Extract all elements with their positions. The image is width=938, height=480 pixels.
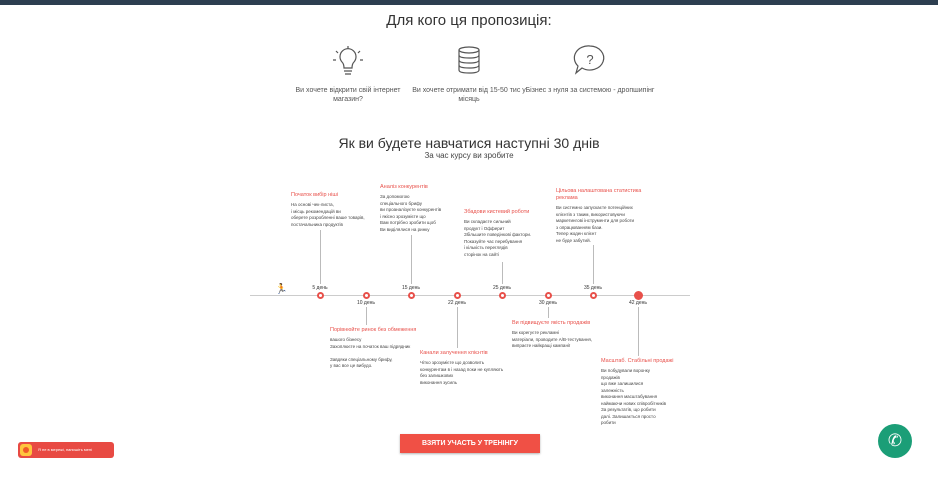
milestone-connector xyxy=(411,235,412,284)
timeline-marker xyxy=(362,292,370,299)
join-training-button[interactable]: ВЗЯТИ УЧАСТЬ У ТРЕНІНГУ xyxy=(400,434,540,453)
milestone-title: Збадови кистевий роботи xyxy=(464,209,530,215)
milestone-title: Ви підвищуєте якість продажів xyxy=(512,320,591,326)
timeline-marker xyxy=(316,292,324,299)
milestone-card: Аналіз конкурентів За допомогою спеціальн… xyxy=(380,184,475,233)
day-label: 10 день xyxy=(356,300,375,306)
milestone-title: Масштаб. Стабільні продажі xyxy=(601,358,674,364)
milestone-card: Цільова налаштована статистика реклама Ви… xyxy=(556,188,651,244)
milestone-connector xyxy=(548,307,549,318)
milestone-body: Ви складаєте сильний продукт і Офферит З… xyxy=(464,219,532,257)
milestone-title: Початок вибір ніші xyxy=(291,192,338,198)
phone-call-button[interactable]: ✆ xyxy=(878,424,912,458)
timeline-marker xyxy=(407,292,415,299)
day-label: 5 день xyxy=(312,285,328,291)
milestone-card: Порівнюйте ринок без обмеження вашого біз… xyxy=(330,327,425,370)
top-bar xyxy=(0,0,938,5)
timeline-marker xyxy=(544,292,552,299)
milestone-body: Ви системно запускаєте потенційних клієн… xyxy=(556,205,635,243)
milestone-card: Масштаб. Стабільні продажі Ви побудували … xyxy=(601,358,696,427)
section-title: Для кого ця пропозиція: xyxy=(386,12,552,29)
widget-label: Я не в мережі, напишіть мені xyxy=(38,447,92,452)
instagram-icon xyxy=(20,444,32,456)
milestone-connector xyxy=(593,245,594,284)
day-label: 25 день xyxy=(492,285,511,291)
milestone-connector xyxy=(638,307,639,356)
milestone-connector xyxy=(502,262,503,284)
timeline-marker xyxy=(498,292,506,299)
audience-item: Ви хочете отримати від 15-50 тис у місяц… xyxy=(412,87,526,103)
milestone-connector xyxy=(457,307,458,348)
instagram-chat-widget[interactable]: Я не в мережі, напишіть мені xyxy=(18,442,114,458)
timeline-marker xyxy=(589,292,597,299)
milestone-title: Аналіз конкурентів xyxy=(380,184,428,190)
timeline-marker xyxy=(453,292,461,299)
milestone-title: Канали залучення клієнтів xyxy=(420,350,488,356)
milestone-body: За допомогою спеціального брифу ви проан… xyxy=(380,194,442,232)
runner-icon: 🏃 xyxy=(275,284,288,295)
day-label: 15 день xyxy=(401,285,420,291)
milestone-card: Початок вибір ніші На основі чек-листа, і… xyxy=(291,192,386,228)
day-label: 22 день xyxy=(447,300,466,306)
audience-item: Бізнес з нуля за системою - дропшипінг xyxy=(525,87,655,94)
milestone-connector xyxy=(366,307,367,325)
milestone-title: Порівнюйте ринок без обмеження xyxy=(330,327,417,333)
milestone-card: Збадови кистевий роботи Ви складаєте силь… xyxy=(464,209,559,258)
svg-text:?: ? xyxy=(586,52,593,67)
phone-icon: ✆ xyxy=(887,431,903,450)
day-label: 42 день xyxy=(628,300,647,306)
milestone-body: Ви корегуєте рекламні матеріали, проводи… xyxy=(512,330,593,348)
milestone-body: вашого бізнесу Захоплюєте на початок ваш… xyxy=(330,337,411,368)
timeline-marker xyxy=(633,291,643,300)
timeline-title: Як ви будете навчатися наступні 30 днів xyxy=(338,135,600,151)
day-label: 30 день xyxy=(538,300,557,306)
coins-icon xyxy=(458,46,480,74)
question-icon: ? xyxy=(573,45,605,75)
day-label: 35 день xyxy=(583,285,602,291)
milestone-card: Канали залучення клієнтів Чітко зрозумієт… xyxy=(420,350,515,386)
milestone-connector xyxy=(320,230,321,284)
milestone-body: Чітко зрозумієте що дозволить конкурента… xyxy=(420,360,504,385)
milestone-title: Цільова налаштована статистика реклама xyxy=(556,188,642,201)
milestone-body: На основі чек-листа, і місць рекомендаці… xyxy=(291,202,365,227)
lightbulb-icon xyxy=(333,46,363,75)
milestone-card: Ви підвищуєте якість продажів Ви корегуєт… xyxy=(512,320,607,350)
milestone-body: Ви побудували воронку продажів що вже за… xyxy=(601,368,666,425)
timeline-subtitle: За час курсу ви зробите xyxy=(424,151,514,160)
timeline-line xyxy=(250,295,690,296)
audience-item: Ви хочете відкрити свій інтернет магазин… xyxy=(295,87,401,103)
